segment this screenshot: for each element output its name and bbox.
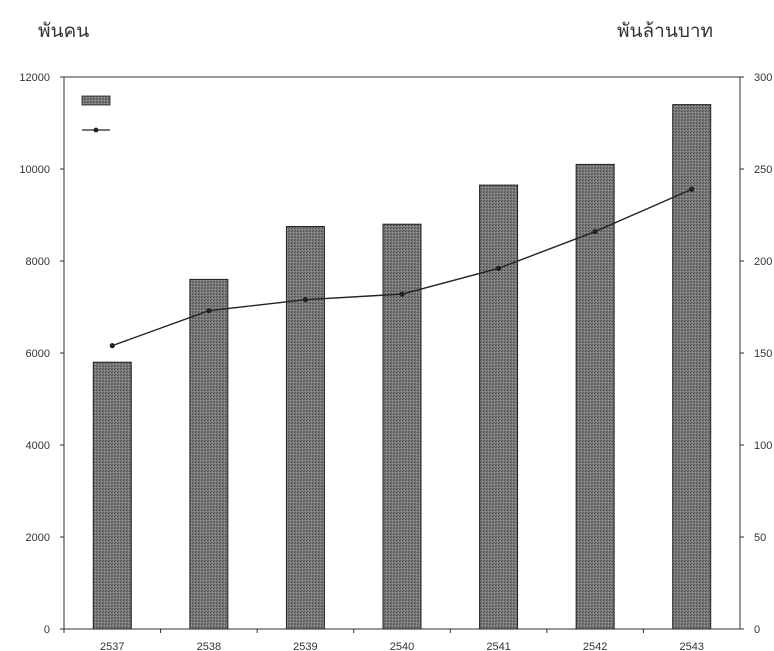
right-axis-tick-label: 100 bbox=[754, 440, 772, 452]
x-axis-tick-label: 2538 bbox=[197, 641, 221, 651]
right-axis-tick-label: 250 bbox=[754, 164, 772, 176]
legend-line-marker bbox=[94, 128, 99, 133]
x-axis-tick-label: 2537 bbox=[100, 641, 124, 651]
legend-bar-swatch bbox=[82, 96, 110, 105]
x-axis-tick-label: 2541 bbox=[486, 641, 510, 651]
bar bbox=[383, 224, 421, 629]
right-axis-tick-label: 300 bbox=[754, 72, 772, 84]
x-axis-tick-label: 2539 bbox=[293, 641, 317, 651]
left-axis-tick-label: 0 bbox=[44, 624, 50, 636]
right-axis-tick-label: 150 bbox=[754, 348, 772, 360]
bars-group bbox=[93, 105, 710, 629]
left-axis-tick-label: 10000 bbox=[19, 164, 50, 176]
x-axis-tick-label: 2542 bbox=[583, 641, 607, 651]
right-axis-tick-label: 200 bbox=[754, 256, 772, 268]
legend bbox=[82, 96, 110, 132]
bar bbox=[673, 105, 711, 629]
bar bbox=[480, 185, 518, 629]
right-axis-tick-label: 0 bbox=[754, 624, 760, 636]
left-axis-tick-label: 12000 bbox=[19, 72, 50, 84]
left-axis-tick-label: 8000 bbox=[26, 256, 50, 268]
left-axis-tick-label: 4000 bbox=[26, 440, 50, 452]
bar bbox=[190, 279, 228, 629]
left-axis-tick-label: 6000 bbox=[26, 348, 50, 360]
line-point bbox=[689, 187, 694, 192]
line-point bbox=[593, 229, 598, 234]
bar bbox=[93, 362, 131, 629]
right-axis-tick-label: 50 bbox=[754, 532, 766, 544]
line-point bbox=[303, 297, 308, 302]
bar bbox=[286, 227, 324, 630]
x-axis-tick-label: 2543 bbox=[679, 641, 703, 651]
left-axis-tick-label: 2000 bbox=[26, 532, 50, 544]
x-axis-tick-label: 2540 bbox=[390, 641, 414, 651]
line-point bbox=[206, 308, 211, 313]
line-point bbox=[110, 343, 115, 348]
line-point bbox=[399, 292, 404, 297]
line-point bbox=[496, 266, 501, 271]
